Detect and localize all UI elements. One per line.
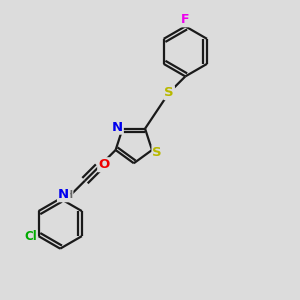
Text: S: S <box>152 146 162 159</box>
Text: O: O <box>98 158 110 171</box>
Text: N: N <box>58 188 69 201</box>
Text: F: F <box>181 14 190 26</box>
Text: Cl: Cl <box>24 230 37 243</box>
Text: H: H <box>64 190 73 200</box>
Text: S: S <box>164 86 174 99</box>
Text: N: N <box>112 121 123 134</box>
